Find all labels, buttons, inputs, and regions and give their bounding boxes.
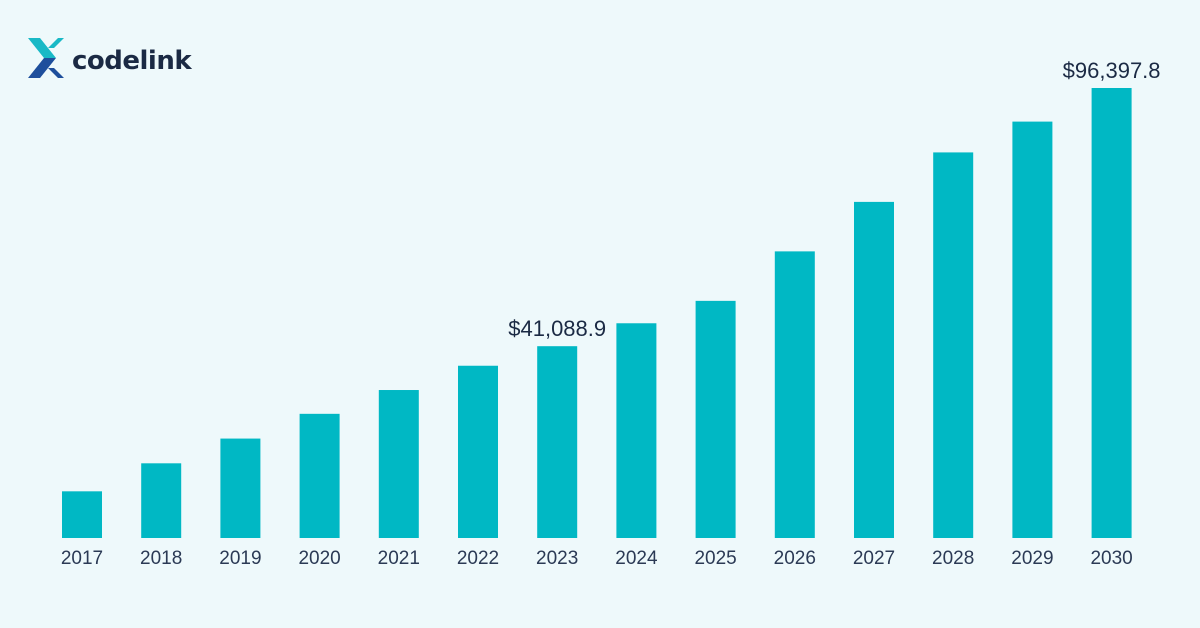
x-tick-label-2030: 2030 xyxy=(1090,548,1132,569)
bar-2020 xyxy=(299,413,340,538)
bar-2019 xyxy=(220,438,261,538)
bar-2029 xyxy=(1012,121,1053,538)
x-tick-label-2027: 2027 xyxy=(853,548,895,569)
x-tick-label-2020: 2020 xyxy=(298,548,340,569)
x-tick-label-2026: 2026 xyxy=(774,548,816,569)
x-tick-label-2023: 2023 xyxy=(536,548,578,569)
bar-2025 xyxy=(695,300,736,538)
bar-2030 xyxy=(1091,88,1132,538)
x-tick-label-2018: 2018 xyxy=(140,548,182,569)
bar-2028 xyxy=(933,152,974,539)
bar-2024 xyxy=(616,323,657,538)
x-tick-label-2021: 2021 xyxy=(378,548,420,569)
x-tick-label-2025: 2025 xyxy=(694,548,736,569)
bar-2021 xyxy=(378,390,419,538)
x-tick-label-2024: 2024 xyxy=(615,548,658,569)
bar-2026 xyxy=(774,251,815,539)
data-label-2023: $41,088.9 xyxy=(508,316,606,341)
bar-2027 xyxy=(854,201,894,538)
bar-2017 xyxy=(62,491,102,538)
bar-2022 xyxy=(458,365,498,538)
bar-2023 xyxy=(537,346,578,538)
brand-logo[interactable]: codelink xyxy=(28,36,192,85)
data-label-2030: $96,397.8 xyxy=(1063,58,1161,83)
x-tick-label-2029: 2029 xyxy=(1011,548,1053,569)
x-tick-label-2017: 2017 xyxy=(61,548,103,569)
codelink-x-mark-icon xyxy=(28,36,64,85)
x-tick-label-2019: 2019 xyxy=(219,548,261,569)
x-tick-label-2022: 2022 xyxy=(457,548,499,569)
bar-2018 xyxy=(141,463,182,538)
brand-name: codelink xyxy=(72,45,192,76)
x-tick-label-2028: 2028 xyxy=(932,548,974,569)
